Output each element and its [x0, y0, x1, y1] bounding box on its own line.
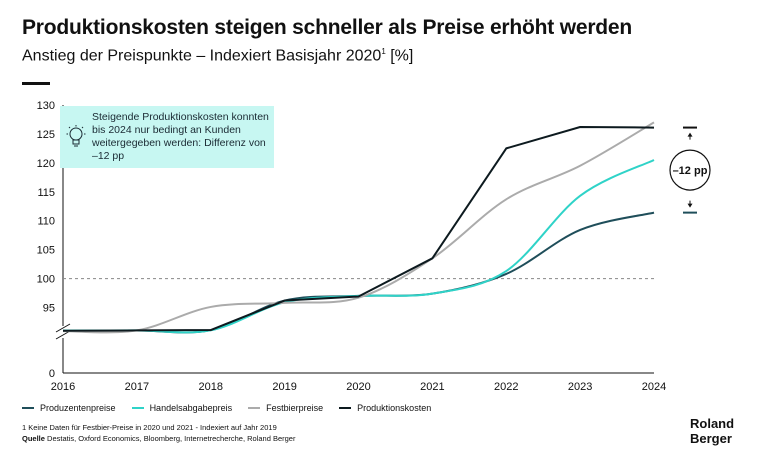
y-tick-label: 100 [37, 274, 55, 286]
gap-circle [669, 149, 711, 191]
callout-box: Steigende Produktionskosten konnten bis … [60, 106, 274, 168]
gap-arrow-up-head [687, 132, 693, 137]
legend-label: Produktionskosten [357, 403, 432, 413]
legend-swatch [339, 407, 352, 409]
x-tick-label: 2022 [494, 381, 518, 393]
legend-item-produzentenpreise: Produzentenpreise [22, 403, 116, 413]
gap-arrow-down-head [687, 203, 693, 208]
chart-title: Produktionskosten steigen schneller als … [22, 16, 633, 39]
subtitle-footnote-mark: 1 [381, 47, 386, 56]
x-tick-label: 2023 [568, 381, 592, 393]
legend-swatch [248, 407, 261, 409]
subtitle-unit: [%] [390, 47, 414, 65]
y-tick-label: 110 [37, 216, 55, 228]
logo-line-2: Berger [690, 431, 732, 446]
footnote: 1 Keine Daten für Festbier-Preise in 202… [22, 423, 277, 432]
y-tick-label: 125 [37, 129, 55, 141]
y-tick-label: 105 [37, 245, 55, 257]
source-line: Quelle Destatis, Oxford Economics, Bloom… [22, 434, 295, 443]
series-line-produzentenpreise [62, 211, 655, 334]
axis-break-mark [55, 323, 71, 333]
logo-line-1: Roland [690, 416, 735, 431]
y-tick-label: 115 [37, 187, 55, 199]
legend-label: Festbierpreise [266, 403, 324, 413]
legend-swatch [131, 407, 144, 409]
legend-item-handelsabgabepreis: Handelsabgabepreis [131, 403, 233, 413]
x-tick-label: 2016 [51, 381, 75, 393]
x-tick-label: 2020 [346, 381, 370, 393]
x-tick-label: 2018 [199, 381, 223, 393]
x-tick-label: 2021 [420, 381, 444, 393]
legend-label: Produzentenpreise [40, 403, 116, 413]
chart-subtitle: Anstieg der Preispunkte – Indexiert Basi… [22, 47, 413, 65]
legend: Produzentenpreise Handelsabgabepreis Fes… [22, 403, 431, 413]
roland-berger-logo: Roland Berger [690, 416, 734, 446]
y-tick-label: 130 [37, 100, 55, 112]
axis-break-mark [55, 330, 71, 340]
gap-label: –12 pp [673, 165, 708, 177]
x-tick-label: 2024 [642, 381, 666, 393]
title-underline [22, 82, 50, 85]
series-line-produktionskosten [62, 125, 655, 332]
y-tick-label: 95 [43, 303, 55, 315]
subtitle-text: Anstieg der Preispunkte – Indexiert Basi… [22, 47, 382, 65]
x-tick-label: 2019 [272, 381, 296, 393]
source-text: Destatis, Oxford Economics, Bloomberg, I… [47, 434, 296, 443]
y-tick-label: 0 [49, 368, 55, 380]
series-line-festbierpreise [62, 121, 655, 334]
series-line-handelsabgabepreis [62, 159, 655, 334]
legend-item-produktionskosten: Produktionskosten [339, 403, 431, 413]
legend-label: Handelsabgabepreis [149, 403, 233, 413]
callout-text: Steigende Produktionskosten konnten bis … [92, 111, 269, 162]
lightbulb-icon [66, 125, 86, 147]
legend-item-festbierpreise: Festbierpreise [248, 403, 323, 413]
legend-swatch [22, 407, 34, 409]
x-tick-label: 2017 [125, 381, 149, 393]
source-label: Quelle [22, 434, 45, 443]
y-tick-label: 120 [37, 158, 55, 170]
